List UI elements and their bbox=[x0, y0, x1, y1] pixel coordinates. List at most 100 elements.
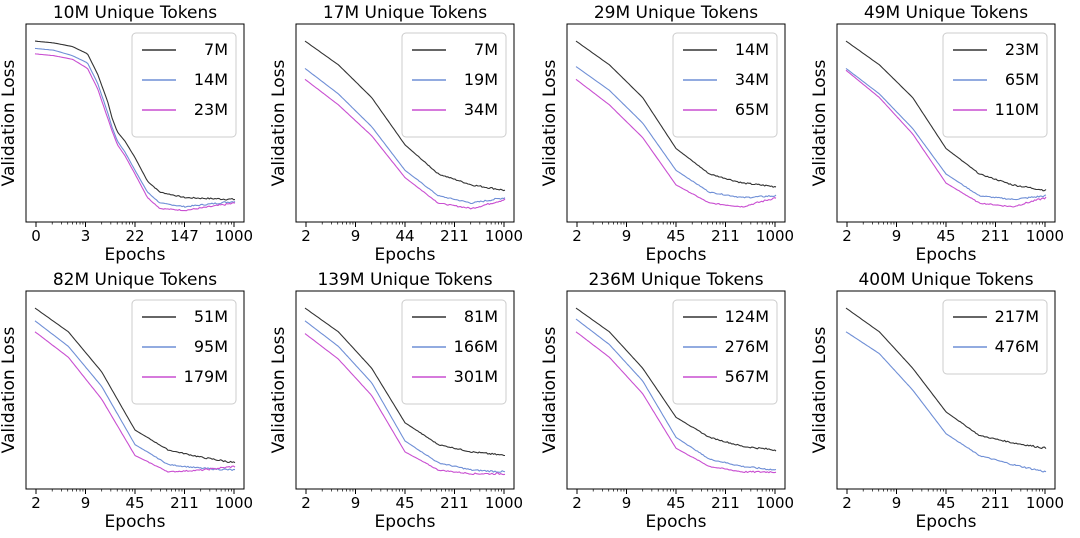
legend-label: 179M bbox=[184, 367, 228, 386]
panel-3: 29M Unique Tokens Validation Loss Epochs 2 9… bbox=[540, 3, 794, 265]
series-line-14M bbox=[34, 47, 236, 208]
legend: 124M 276M 567M bbox=[672, 299, 778, 405]
series-line-65M bbox=[845, 67, 1047, 201]
panel-title: 236M Unique Tokens bbox=[588, 270, 763, 290]
x-tick-label: 2 bbox=[572, 494, 582, 512]
panel-1: 10M Unique Tokens Validation Loss Epochs 0 3… bbox=[0, 3, 253, 265]
series-line-19M bbox=[304, 67, 506, 205]
series-line-110M bbox=[845, 69, 1047, 208]
x-tick-label: 44 bbox=[395, 227, 414, 245]
series-line-65M bbox=[575, 78, 777, 208]
x-tick-label: 9 bbox=[622, 227, 632, 245]
series-line-23M bbox=[845, 40, 1047, 192]
legend: 217M 476M bbox=[942, 299, 1048, 375]
x-tick-label: 1000 bbox=[485, 227, 523, 245]
legend: 7M 14M 23M bbox=[131, 32, 237, 138]
x-tick-label: 1000 bbox=[756, 494, 794, 512]
legend-label: 124M bbox=[725, 307, 769, 326]
x-tick-label: 9 bbox=[351, 494, 361, 512]
x-tick-label: 1000 bbox=[1026, 227, 1064, 245]
panel-5: 82M Unique Tokens Validation Loss Epochs 2 9… bbox=[0, 270, 253, 532]
legend-label: 276M bbox=[725, 337, 769, 356]
series-line-276M bbox=[575, 318, 777, 471]
legend: 23M 65M 110M bbox=[942, 32, 1048, 138]
y-axis-label: Validation Loss bbox=[810, 327, 830, 454]
series-line-124M bbox=[575, 307, 777, 452]
x-tick-label: 1000 bbox=[215, 227, 253, 245]
y-axis-label: Validation Loss bbox=[0, 60, 19, 187]
legend-label: 19M bbox=[464, 70, 498, 89]
legend-box bbox=[672, 32, 778, 138]
legend: 51M 95M 179M bbox=[131, 299, 237, 405]
series-line-7M bbox=[34, 40, 236, 201]
series-line-95M bbox=[34, 320, 236, 471]
x-tick-label: 3 bbox=[81, 227, 91, 245]
x-tick-label: 9 bbox=[81, 494, 91, 512]
x-tick-label: 9 bbox=[892, 227, 902, 245]
x-tick-label: 211 bbox=[440, 227, 469, 245]
x-tick-label: 2 bbox=[301, 494, 311, 512]
panel-4: 49M Unique Tokens Validation Loss Epochs 2 9… bbox=[810, 3, 1064, 265]
panel-title: 82M Unique Tokens bbox=[53, 270, 217, 290]
legend-label: 65M bbox=[1005, 70, 1039, 89]
series-line-166M bbox=[304, 320, 506, 473]
panel-title: 400M Unique Tokens bbox=[858, 270, 1033, 290]
x-tick-label: 1000 bbox=[485, 494, 523, 512]
legend-label: 301M bbox=[454, 367, 498, 386]
series-line-217M bbox=[845, 307, 1047, 449]
x-tick-label: 45 bbox=[666, 227, 685, 245]
x-tick-label: 1000 bbox=[756, 227, 794, 245]
legend: 14M 34M 65M bbox=[672, 32, 778, 138]
legend: 7M 19M 34M bbox=[401, 32, 507, 138]
x-tick-label: 211 bbox=[170, 494, 199, 512]
panel-6: 139M Unique Tokens Validation Loss Epochs 2… bbox=[269, 270, 523, 532]
x-tick-label: 211 bbox=[711, 494, 740, 512]
legend-box bbox=[942, 32, 1048, 138]
x-tick-label: 2 bbox=[572, 227, 582, 245]
x-axis-label: Epochs bbox=[375, 512, 436, 532]
legend-label: 23M bbox=[194, 100, 228, 119]
legend-label: 34M bbox=[464, 100, 498, 119]
y-axis-label: Validation Loss bbox=[269, 327, 289, 454]
x-tick-label: 0 bbox=[31, 227, 41, 245]
panel-title: 29M Unique Tokens bbox=[594, 3, 758, 23]
legend-label: 166M bbox=[454, 337, 498, 356]
panel-title: 49M Unique Tokens bbox=[864, 3, 1028, 23]
series-line-476M bbox=[845, 331, 1047, 473]
panel-title: 10M Unique Tokens bbox=[53, 3, 217, 23]
x-tick-label: 45 bbox=[936, 494, 955, 512]
x-axis-label: Epochs bbox=[105, 245, 166, 265]
legend-label: 110M bbox=[995, 100, 1039, 119]
panel-title: 139M Unique Tokens bbox=[317, 270, 492, 290]
legend-label: 34M bbox=[735, 70, 769, 89]
legend-label: 7M bbox=[474, 40, 498, 59]
series-line-34M bbox=[575, 66, 777, 199]
x-tick-label: 2 bbox=[301, 227, 311, 245]
y-axis-label: Validation Loss bbox=[810, 60, 830, 187]
x-tick-label: 147 bbox=[170, 227, 199, 245]
legend-box bbox=[131, 32, 237, 138]
legend-box bbox=[672, 299, 778, 405]
legend-label: 217M bbox=[995, 307, 1039, 326]
x-tick-label: 2 bbox=[842, 227, 852, 245]
y-axis-label: Validation Loss bbox=[0, 327, 19, 454]
x-tick-label: 1000 bbox=[215, 494, 253, 512]
x-axis-label: Epochs bbox=[375, 245, 436, 265]
x-tick-label: 45 bbox=[395, 494, 414, 512]
x-tick-label: 22 bbox=[125, 227, 144, 245]
legend-label: 7M bbox=[204, 40, 228, 59]
x-tick-label: 211 bbox=[981, 494, 1010, 512]
panel-title: 17M Unique Tokens bbox=[323, 3, 487, 23]
series-line-301M bbox=[304, 333, 506, 476]
series-line-179M bbox=[34, 331, 236, 473]
legend-label: 476M bbox=[995, 337, 1039, 356]
series-line-567M bbox=[575, 331, 777, 474]
series-line-14M bbox=[575, 40, 777, 188]
x-tick-label: 211 bbox=[711, 227, 740, 245]
x-tick-label: 9 bbox=[892, 494, 902, 512]
x-tick-label: 45 bbox=[936, 227, 955, 245]
series-line-23M bbox=[34, 53, 236, 212]
legend-box bbox=[401, 299, 507, 405]
legend-box bbox=[401, 32, 507, 138]
